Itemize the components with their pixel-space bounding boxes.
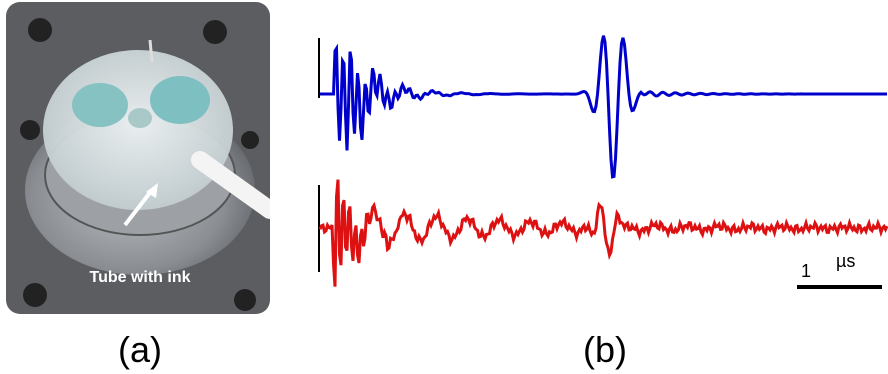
red-waveform bbox=[318, 179, 888, 287]
scale-unit: µs bbox=[836, 251, 855, 271]
scale-number: 1 bbox=[801, 261, 811, 281]
caption-a: (a) bbox=[118, 329, 162, 370]
caption-b: (b) bbox=[583, 329, 627, 370]
blue-waveform bbox=[320, 35, 887, 179]
photo-annotation: Tube with ink bbox=[89, 269, 190, 286]
photo: Tube with ink bbox=[6, 2, 270, 314]
